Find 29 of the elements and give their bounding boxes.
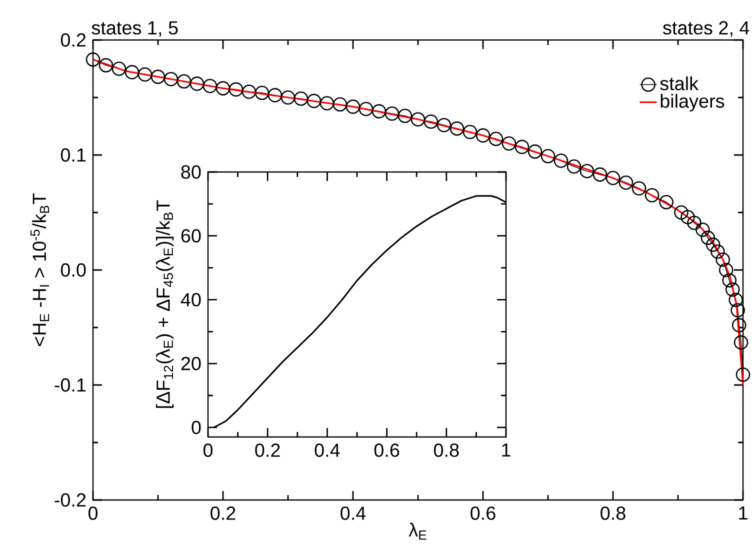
text: states 2, 4 — [663, 21, 750, 37]
y-tick-label: 0 — [192, 420, 201, 434]
y-tick-label: 20 — [181, 356, 201, 370]
text: <H$_{E}$ -H$_{I}$ > 10$^{-5}$/k$_{B}$T — [30, 193, 50, 346]
y-tick-label: 60 — [181, 229, 201, 243]
y-tick-label: 80 — [181, 165, 201, 179]
legend-label: stalk — [660, 76, 699, 90]
x-tick-label: 0.6 — [374, 444, 400, 457]
y-tick-label: -0.2 — [54, 493, 86, 507]
y-tick-label: 40 — [180, 293, 201, 306]
y-tick-label: 0.0 — [60, 263, 86, 277]
legend-label: bilayers — [660, 94, 724, 112]
x-tick-label: 0.4 — [340, 506, 366, 520]
x-axis-title: λ$_{E}$ — [408, 522, 426, 540]
x-tick-label: 0 — [88, 506, 98, 520]
x-tick-label: 0.2 — [255, 444, 280, 457]
y-tick-label: -0.1 — [54, 378, 86, 392]
x-tick-label: 0.4 — [314, 444, 340, 457]
x-tick-label: 0.6 — [470, 506, 496, 520]
text: states 1, 5 — [92, 21, 178, 37]
y-tick-label: 0.2 — [60, 33, 86, 47]
x-tick-label: 1 — [502, 444, 510, 457]
x-tick-label: 0.2 — [210, 506, 236, 520]
y-tick-label: 0.1 — [60, 148, 86, 162]
x-tick-label: 0 — [203, 444, 213, 457]
x-tick-label: 1 — [739, 506, 748, 520]
x-tick-label: 0.8 — [434, 444, 459, 457]
text: [ΔF$_{12}$(λ$_{E}$) + ΔF$_{45}$(λ$_{E}$)]/k$_{B}$T — [156, 200, 174, 408]
x-tick-label: 0.8 — [600, 506, 626, 520]
